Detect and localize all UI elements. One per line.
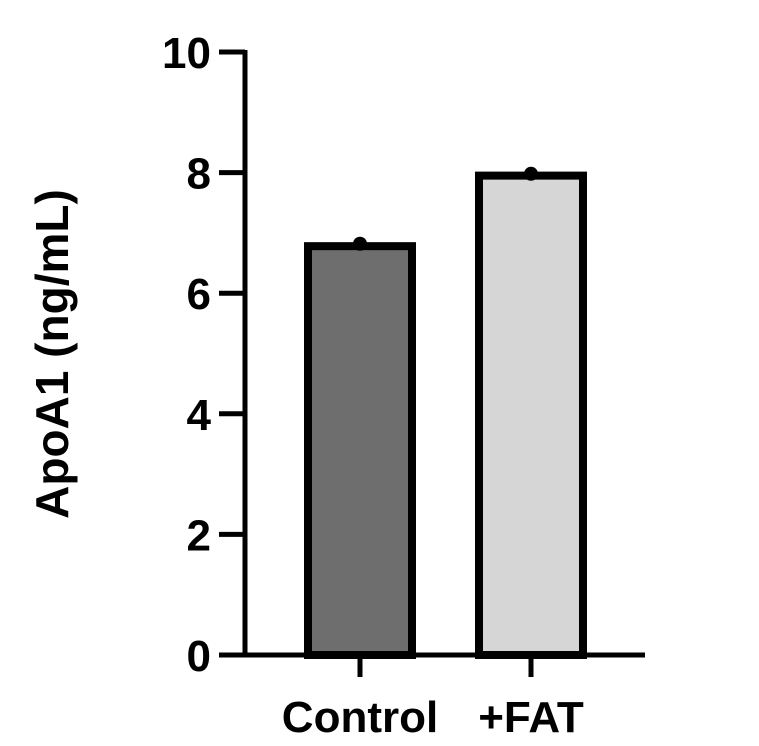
data-point-2 — [524, 166, 538, 181]
y-tick-label-8: 8 — [187, 150, 211, 199]
data-point-1 — [353, 236, 367, 251]
y-tick-label-6: 6 — [187, 270, 211, 319]
y-tick-label-0: 0 — [187, 632, 211, 681]
y-tick-label-2: 2 — [187, 511, 211, 560]
x-tick-label-fat: +FAT — [478, 693, 584, 742]
y-axis-title: ApoA1 (ng/mL) — [26, 189, 78, 519]
bar-control — [304, 242, 416, 660]
y-tick-label-10: 10 — [162, 29, 211, 78]
bar-fat — [475, 171, 587, 660]
x-tick-label-control: Control — [282, 693, 438, 742]
plot-area: 0 2 4 6 8 10 Control +FAT — [162, 29, 645, 742]
y-tick-label-4: 4 — [187, 391, 212, 440]
